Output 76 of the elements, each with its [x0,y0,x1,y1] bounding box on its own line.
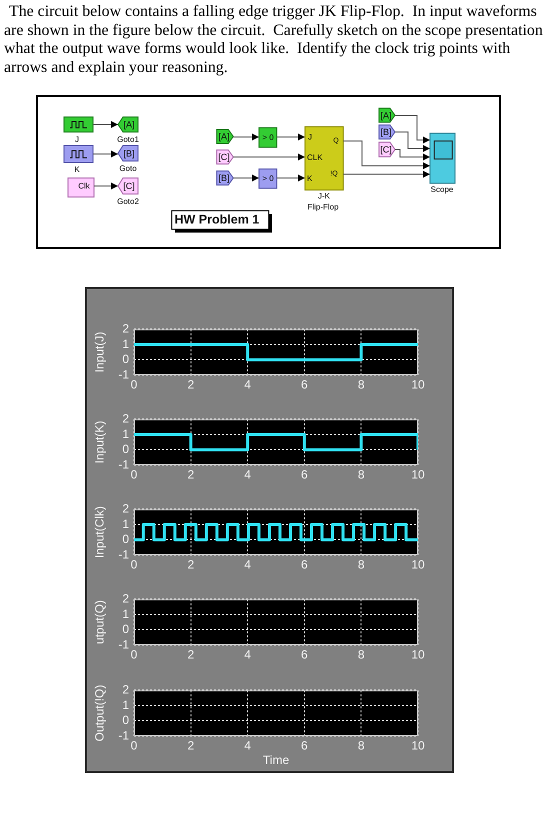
text: Clk [78,182,91,190]
y-tick-label: -1 [118,637,130,652]
text: K [307,174,313,183]
y-axis-title: utput(Q) [92,600,107,644]
y-tick-label: 2 [122,682,130,697]
y-tick-label: 1 [122,336,130,351]
text: Scope [430,184,454,194]
x-tick-label: 4 [244,558,252,572]
y-tick-label: 1 [122,698,130,712]
text: [C] [218,152,230,162]
y-tick-label: 0 [122,622,130,636]
x-tick-label: 2 [187,468,194,482]
text: HW Problem 1 [174,212,260,226]
y-tick-label: 1 [122,606,130,621]
y-tick-label: 2 [122,412,130,426]
text: Goto2 [117,197,140,206]
text: > 0 [262,133,274,142]
text: Goto [119,164,138,173]
text: Goto1 [117,135,140,144]
x-tick-label: 6 [301,468,308,482]
x-tick-label: 4 [244,648,252,662]
text: [B] [380,127,392,137]
y-tick-label: -1 [118,457,130,472]
text: [C] [380,144,392,154]
x-tick-label: 2 [187,738,194,753]
text: [A] [380,110,392,120]
text: J [308,132,312,142]
y-tick-label: 0 [122,713,130,728]
y-tick-label: 2 [122,322,130,336]
y-tick-label: -1 [118,367,130,382]
x-tick-label: 8 [358,648,365,662]
text: [B] [218,173,230,183]
y-tick-label: -1 [118,728,130,742]
x-tick-label: 2 [187,648,194,662]
x-tick-label: 4 [244,738,252,753]
y-tick-label: 0 [122,442,130,456]
y-axis-title: Input(Clk) [92,506,107,558]
x-tick-label: 8 [358,468,365,482]
text: J [75,135,79,144]
text: J-K [318,192,331,200]
text: [A] [123,120,135,130]
y-axis-title: Input(J) [92,332,107,372]
text: [C] [123,181,135,191]
x-tick-label: 6 [301,558,308,572]
x-axis-title: Time [262,753,290,768]
y-axis-title: Output(!Q) [92,684,107,742]
x-tick-label: 8 [358,738,365,753]
x-tick-label: 4 [244,378,252,392]
y-tick-label: 2 [122,592,130,606]
x-tick-label: 10 [411,558,425,572]
y-tick-label: 1 [122,426,130,441]
text: [B] [123,148,135,158]
x-tick-label: 8 [358,378,365,392]
x-tick-label: 2 [187,378,194,392]
x-tick-label: 10 [411,648,425,662]
x-tick-label: 10 [411,378,425,392]
text: The circuit below contains a falling edge trigger JK Flip-Flop. In input waveforms are shown in the figure below the circuit. Carefully sketch on the scope presentation what the output wave forms would look like. Identify the clock trig points with arrows and explain your reasoning. [4,3,544,78]
text: > 0 [262,174,274,183]
x-tick-label: 10 [411,468,425,482]
y-axis-title: Input(K) [92,420,107,464]
text: K [74,165,80,174]
text: CLK [307,152,324,162]
y-tick-label: -1 [118,547,130,562]
y-tick-label: 0 [122,532,130,546]
x-tick-label: 4 [244,468,252,482]
x-tick-label: 2 [187,558,194,572]
y-tick-label: 2 [122,502,130,516]
y-tick-label: 1 [122,516,130,531]
x-tick-label: 10 [411,738,425,753]
x-tick-label: 6 [301,378,308,392]
x-tick-label: 8 [358,558,365,572]
y-tick-label: 0 [122,352,130,366]
x-tick-label: 6 [301,648,308,662]
text: Flip-Flop [307,202,340,212]
text: [A] [218,132,230,142]
x-tick-label: 6 [301,738,308,753]
